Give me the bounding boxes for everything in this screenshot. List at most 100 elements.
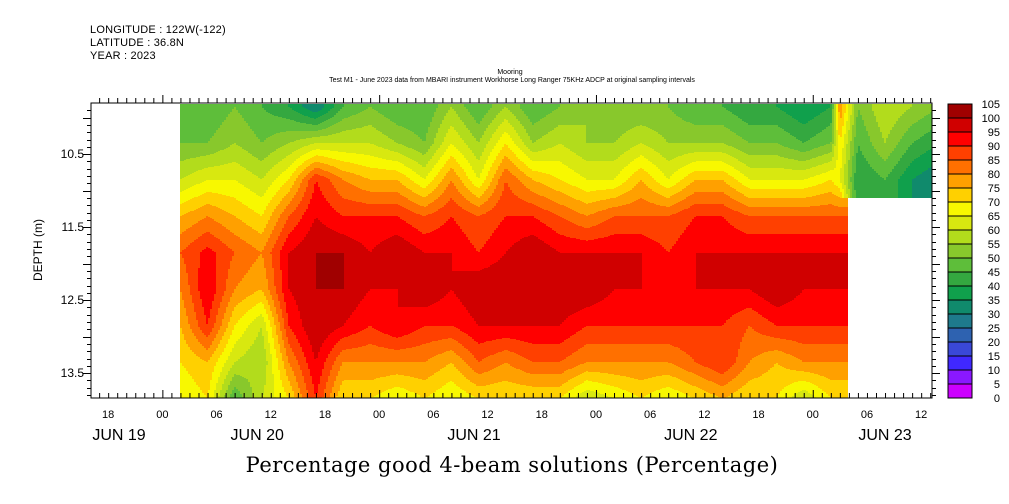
- heatmap-cell: [676, 390, 678, 398]
- heatmap-cell: [556, 145, 558, 161]
- heatmap-cell: [432, 326, 434, 341]
- heatmap-cell: [558, 362, 560, 374]
- heatmap-cell: [608, 219, 610, 236]
- heatmap-cell: [670, 110, 672, 143]
- heatmap-cell: [600, 211, 602, 223]
- heatmap-cell: [294, 300, 296, 335]
- heatmap-cell: [492, 264, 494, 326]
- heatmap-cell: [744, 289, 746, 309]
- heatmap-cell: [250, 267, 252, 295]
- heatmap-cell: [452, 364, 454, 382]
- heatmap-cell: [214, 390, 216, 398]
- heatmap-cell: [518, 340, 520, 355]
- heatmap-cell: [658, 390, 660, 398]
- heatmap-cell: [450, 104, 452, 107]
- heatmap-cell: [590, 214, 592, 227]
- heatmap-cell: [756, 378, 758, 398]
- heatmap-cell: [706, 180, 708, 192]
- heatmap-cell: [518, 169, 520, 180]
- heatmap-cell: [800, 152, 802, 161]
- heatmap-cell: [360, 104, 362, 112]
- heatmap-cell: [620, 195, 622, 206]
- heatmap-cell: [538, 387, 540, 398]
- heatmap-cell: [610, 218, 612, 235]
- heatmap-cell: [430, 358, 432, 376]
- heatmap-cell: [302, 104, 304, 107]
- heatmap-cell: [302, 240, 304, 327]
- heatmap-cell: [258, 290, 260, 303]
- heatmap-cell: [334, 143, 336, 151]
- heatmap-cell: [612, 207, 614, 217]
- heatmap-cell: [788, 302, 790, 326]
- heatmap-cell: [684, 199, 686, 209]
- heatmap-cell: [614, 289, 616, 326]
- heatmap-cell: [310, 151, 312, 158]
- heatmap-cell: [720, 125, 722, 143]
- heatmap-cell: [238, 339, 240, 359]
- heatmap-cell: [780, 234, 782, 253]
- heatmap-cell: [324, 198, 326, 225]
- heatmap-cell: [266, 173, 268, 190]
- heatmap-cell: [508, 216, 510, 249]
- heatmap-cell: [456, 341, 458, 355]
- heatmap-cell: [760, 125, 762, 143]
- heatmap-cell: [358, 188, 360, 202]
- heatmap-cell: [406, 177, 408, 188]
- heatmap-cell: [534, 326, 536, 344]
- heatmap-cell: [588, 161, 590, 180]
- heatmap-cell: [438, 148, 440, 160]
- heatmap-cell: [400, 362, 402, 375]
- heatmap-cell: [640, 289, 642, 326]
- heatmap-cell: [404, 240, 406, 307]
- heatmap-cell: [236, 341, 238, 361]
- heatmap-cell: [752, 216, 754, 234]
- heatmap-cell: [490, 138, 492, 152]
- heatmap-cell: [458, 371, 460, 387]
- heatmap-cell: [446, 294, 448, 326]
- heatmap-cell: [422, 197, 424, 206]
- heatmap-cell: [290, 251, 292, 292]
- heatmap-cell: [360, 154, 362, 165]
- heatmap-cell: [276, 240, 278, 294]
- heatmap-cell: [798, 392, 800, 398]
- heatmap-cell: [716, 104, 718, 125]
- heatmap-cell: [762, 353, 764, 374]
- heatmap-cell: [386, 149, 388, 160]
- heatmap-cell: [398, 162, 400, 172]
- heatmap-cell: [676, 157, 678, 171]
- heatmap-cell: [602, 143, 604, 161]
- heatmap-cell: [274, 286, 276, 307]
- heatmap-cell: [512, 141, 514, 152]
- heatmap-cell: [418, 205, 420, 214]
- heatmap-cell: [800, 104, 802, 123]
- heatmap-cell: [270, 185, 272, 200]
- heatmap-cell: [498, 179, 500, 200]
- heatmap-cell: [474, 271, 476, 321]
- heatmap-cell: [218, 396, 220, 398]
- heatmap-cell: [614, 362, 616, 375]
- heatmap-cell: [422, 252, 424, 307]
- heatmap-cell: [464, 333, 466, 348]
- heatmap-cell: [318, 156, 320, 162]
- heatmap-cell: [678, 192, 680, 202]
- heatmap-cell: [410, 211, 412, 225]
- heatmap-cell: [408, 224, 410, 242]
- heatmap-cell: [352, 163, 354, 173]
- heatmap-cell: [376, 146, 378, 157]
- heatmap-cell: [536, 219, 538, 237]
- heatmap-cell: [288, 167, 290, 179]
- heatmap-cell: [424, 197, 426, 207]
- heatmap-cell: [678, 367, 680, 379]
- heatmap-cell: [338, 289, 340, 328]
- heatmap-cell: [788, 207, 790, 216]
- heatmap-cell: [408, 210, 410, 224]
- heatmap-cell: [350, 143, 352, 153]
- heatmap-cell: [318, 187, 320, 220]
- heatmap-cell: [534, 344, 536, 362]
- heatmap-cell: [476, 373, 478, 386]
- heatmap-cell: [662, 388, 664, 398]
- heatmap-cell: [474, 384, 476, 397]
- heatmap-cell: [268, 320, 270, 343]
- heatmap-cell: [438, 389, 440, 398]
- heatmap-cell: [664, 375, 666, 388]
